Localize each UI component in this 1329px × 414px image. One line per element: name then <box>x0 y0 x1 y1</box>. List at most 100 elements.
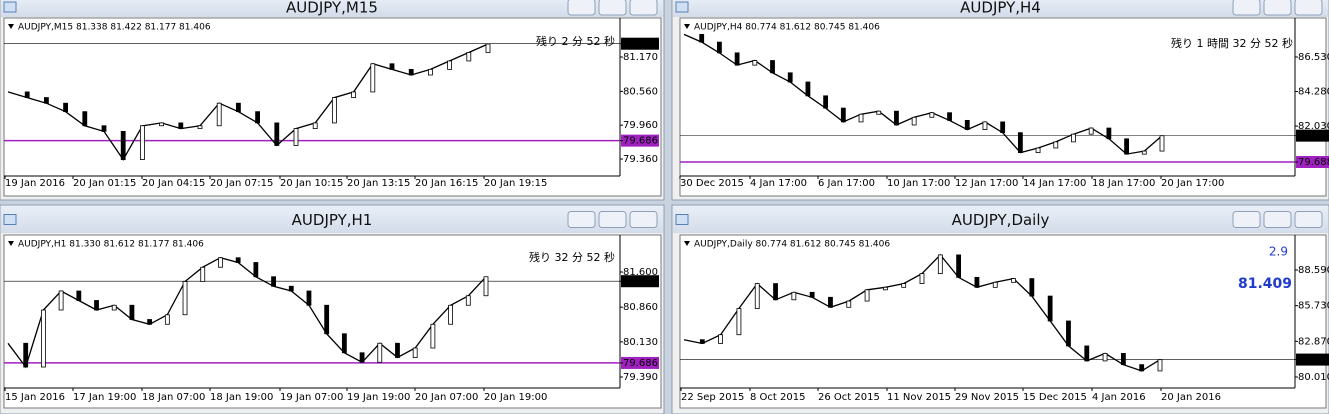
candle <box>253 262 259 278</box>
maximize-button[interactable] <box>598 0 627 16</box>
candle <box>197 125 203 129</box>
candle <box>699 34 705 43</box>
candle <box>929 112 935 118</box>
price-label: 84.280 <box>1298 87 1329 98</box>
candle <box>1120 353 1126 366</box>
time-label: 4 Jan 2016 <box>1092 392 1146 403</box>
candle <box>805 81 811 97</box>
candle <box>111 304 117 311</box>
candle <box>1011 278 1016 283</box>
price-highlight <box>621 275 659 288</box>
time-label: 6 Jan 17:00 <box>818 178 875 189</box>
candle <box>293 128 299 146</box>
time-label: 8 Oct 2015 <box>750 392 805 403</box>
minimize-button[interactable] <box>567 0 596 16</box>
candle <box>1053 141 1059 149</box>
chart-area <box>679 17 1327 197</box>
candle <box>58 290 64 311</box>
candle <box>828 296 833 308</box>
candle <box>331 97 337 124</box>
candle <box>876 110 882 115</box>
price-label: 88.590 <box>1298 265 1329 276</box>
time-label: 10 Jan 17:00 <box>887 178 950 189</box>
time-label: 20 Jan 10:15 <box>280 178 343 189</box>
price-label: 82.030 <box>1298 121 1329 132</box>
maximize-button[interactable] <box>1263 0 1292 16</box>
candle <box>787 72 793 83</box>
candle <box>41 309 46 368</box>
price-label: 80.130 <box>623 337 658 348</box>
time-label: 17 Jan 19:00 <box>73 392 136 403</box>
time-label: 15 Jan 2016 <box>5 392 65 403</box>
maximize-button[interactable] <box>598 211 627 228</box>
close-button[interactable] <box>1294 0 1323 16</box>
candle <box>1159 135 1165 152</box>
candle <box>956 254 962 278</box>
close-button[interactable] <box>629 0 658 16</box>
close-button[interactable] <box>1294 211 1323 228</box>
time-label: 20 Jan 04:15 <box>142 178 205 189</box>
maximize-button[interactable] <box>1263 211 1292 228</box>
candle <box>791 291 797 301</box>
candle <box>147 319 153 325</box>
candle <box>734 52 740 66</box>
info-arrow <box>8 241 14 246</box>
candle <box>485 43 491 53</box>
candle <box>235 102 241 113</box>
price-label: 81.170 <box>623 52 658 63</box>
candle <box>718 334 724 344</box>
price-label: 79.390 <box>623 372 658 383</box>
time-label: 15 Dec 2015 <box>1023 392 1087 403</box>
candle <box>901 283 907 288</box>
candle <box>448 304 453 325</box>
candle <box>717 41 722 54</box>
chart-window: AUDJPY,H4 86.530 84.280 82.03081.406 79.688 3… <box>671 0 1329 201</box>
candle <box>427 68 433 76</box>
time-label: 29 Nov 2015 <box>955 392 1019 403</box>
candle <box>992 281 998 288</box>
time-label: 20 Jan 07:00 <box>415 392 478 403</box>
symbol-info: AUDJPY,M15 81.338 81.422 81.177 81.406 <box>18 23 211 33</box>
candle <box>754 283 760 309</box>
candle <box>430 323 436 349</box>
candle <box>139 125 145 160</box>
price-highlight <box>621 356 659 369</box>
minimize-button[interactable] <box>1232 211 1261 228</box>
annotation: 2.9 <box>1269 245 1288 259</box>
countdown: 残り 2 分 52 秒 <box>536 34 615 48</box>
time-label: 20 Jan 07:15 <box>210 178 273 189</box>
window-title: AUDJPY,H4 <box>960 0 1041 17</box>
minimize-button[interactable] <box>1232 0 1261 16</box>
time-label: 30 Dec 2015 <box>680 178 744 189</box>
candle <box>858 113 864 123</box>
candle <box>882 286 888 291</box>
chart-window: AUDJPY,M15 81.406 81.170 80.560 79.960 79.686… <box>0 0 665 201</box>
time-label: 11 Nov 2015 <box>887 392 951 403</box>
close-button[interactable] <box>629 211 658 228</box>
time-label: 20 Jan 16:15 <box>415 178 478 189</box>
candle <box>465 295 471 306</box>
candle <box>447 60 453 70</box>
candle <box>974 276 980 288</box>
candle <box>982 121 988 130</box>
minimize-button[interactable] <box>567 211 596 228</box>
candle <box>200 266 206 282</box>
window-icon <box>675 214 689 225</box>
window-icon <box>3 214 17 225</box>
price-label: 79.688 <box>1298 157 1329 168</box>
candle <box>770 60 775 74</box>
candle <box>341 333 347 354</box>
time-label: 20 Jan 17:00 <box>1161 178 1224 189</box>
window-icon <box>3 1 17 13</box>
title-bar <box>673 0 1328 17</box>
candle <box>1029 278 1035 297</box>
time-label: 20 Jan 19:15 <box>484 178 547 189</box>
time-label: 20 Jan 2016 <box>1161 392 1221 403</box>
candle <box>1124 138 1129 155</box>
price-line-series <box>7 43 489 161</box>
candle <box>894 110 899 126</box>
chart-area <box>3 234 662 409</box>
title-bar <box>1 0 663 17</box>
